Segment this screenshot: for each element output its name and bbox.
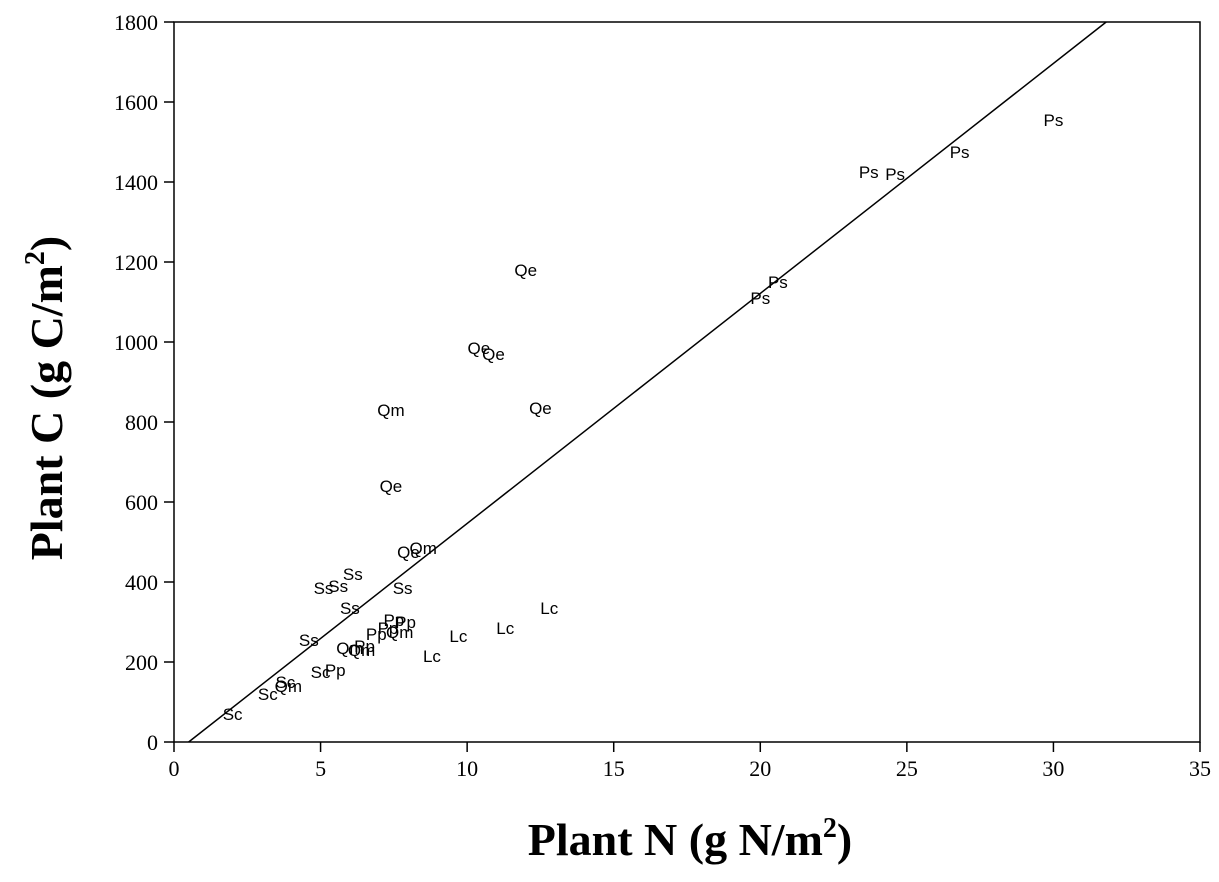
data-point-qm: Qm bbox=[409, 539, 436, 558]
y-tick-label: 1600 bbox=[114, 90, 158, 115]
data-point-qe: Qe bbox=[397, 543, 420, 562]
data-point-pp: Pp bbox=[378, 619, 399, 638]
data-point-qm: Qm bbox=[348, 641, 375, 660]
data-point-ss: Ss bbox=[343, 565, 363, 584]
data-point-ss: Ss bbox=[393, 579, 413, 598]
data-point-qm: Qm bbox=[386, 623, 413, 642]
data-point-sc: Sc bbox=[223, 705, 243, 724]
y-tick-label: 1000 bbox=[114, 330, 158, 355]
data-point-pp: Pp bbox=[395, 613, 416, 632]
data-point-pp: Pp bbox=[366, 625, 387, 644]
x-tick-label: 10 bbox=[456, 756, 478, 781]
data-point-ss: Ss bbox=[340, 599, 360, 618]
x-tick-label: 35 bbox=[1189, 756, 1211, 781]
x-tick-label: 15 bbox=[603, 756, 625, 781]
data-point-ss: Ss bbox=[314, 579, 334, 598]
y-tick-label: 400 bbox=[125, 570, 158, 595]
data-point-ps: Ps bbox=[750, 289, 770, 308]
data-point-lc: Lc bbox=[540, 599, 558, 618]
y-tick-label: 0 bbox=[147, 730, 158, 755]
y-axis-title: Plant C (g C/m2) bbox=[20, 236, 72, 560]
data-point-lc: Lc bbox=[423, 647, 441, 666]
y-tick-label: 1800 bbox=[114, 10, 158, 35]
x-tick-label: 0 bbox=[169, 756, 180, 781]
data-point-ps: Ps bbox=[1044, 111, 1064, 130]
data-point-qm: Qm bbox=[336, 639, 363, 658]
data-point-qe: Qe bbox=[380, 477, 403, 496]
data-point-qe: Qe bbox=[482, 345, 505, 364]
x-axis-title: Plant N (g N/m2) bbox=[528, 813, 852, 865]
data-point-pp: Pp bbox=[325, 661, 346, 680]
y-tick-label: 200 bbox=[125, 650, 158, 675]
data-point-lc: Lc bbox=[496, 619, 514, 638]
y-axis-ticks: 0 200 400 600 800 1000 1200 1400 1600 1800 bbox=[114, 10, 174, 755]
data-point-pp: Pp bbox=[383, 611, 404, 630]
data-point-ss: Ss bbox=[299, 631, 319, 650]
plot-frame bbox=[173, 21, 1201, 743]
data-point-qe: Qe bbox=[529, 399, 552, 418]
data-point-ss: Ss bbox=[328, 577, 348, 596]
data-point-sc: Sc bbox=[258, 685, 278, 704]
data-point-qm: Qm bbox=[377, 401, 404, 420]
data-point-qm: Qm bbox=[275, 677, 302, 696]
data-point-ps: Ps bbox=[950, 143, 970, 162]
data-point-sc: Sc bbox=[275, 673, 295, 692]
data-point-ps: Ps bbox=[768, 273, 788, 292]
data-point-qe: Qe bbox=[468, 339, 491, 358]
y-tick-label: 800 bbox=[125, 410, 158, 435]
fit-line bbox=[188, 21, 1107, 743]
y-tick-label: 1200 bbox=[114, 250, 158, 275]
x-tick-label: 5 bbox=[315, 756, 326, 781]
x-tick-label: 25 bbox=[896, 756, 918, 781]
data-point-qe: Qe bbox=[514, 261, 537, 280]
data-point-lc: Lc bbox=[449, 627, 467, 646]
data-point-pp: Pp bbox=[354, 637, 375, 656]
data-point-sc: Sc bbox=[311, 663, 331, 682]
x-axis-ticks: 0 5 10 15 20 25 30 35 bbox=[169, 742, 1211, 781]
data-point-ps: Ps bbox=[859, 163, 879, 182]
x-tick-label: 20 bbox=[749, 756, 771, 781]
y-tick-label: 1400 bbox=[114, 170, 158, 195]
x-tick-label: 30 bbox=[1042, 756, 1064, 781]
y-tick-label: 600 bbox=[125, 490, 158, 515]
data-point-ps: Ps bbox=[885, 165, 905, 184]
